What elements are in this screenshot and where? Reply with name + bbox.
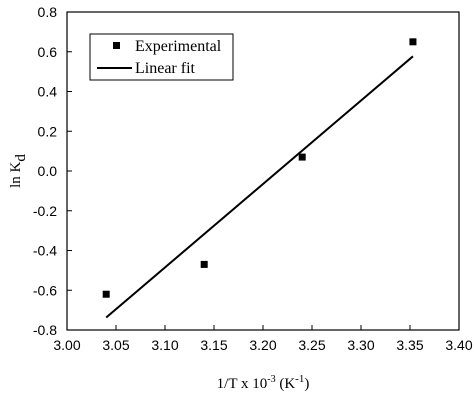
x-axis-title-exponent: -3 (267, 374, 275, 385)
experimental-point (200, 260, 208, 268)
x-axis-title-prefix: 1/T x 10 (217, 376, 268, 392)
x-tick-label: 3.05 (102, 337, 129, 353)
legend-label-experimental: Experimental (135, 38, 222, 55)
x-tick-label: 3.35 (396, 337, 423, 353)
x-axis-title-unit-exponent: -1 (295, 373, 304, 385)
x-tick-label: 3.40 (445, 337, 472, 353)
y-tick-label: 0.0 (38, 163, 58, 179)
y-axis-title-subscript: d (13, 154, 29, 162)
y-tick-label: -0.6 (33, 282, 57, 298)
x-tick-label: 3.10 (151, 337, 178, 353)
y-tick-label: 0.8 (38, 4, 58, 20)
x-tick-label: 3.25 (298, 337, 325, 353)
x-tick-label: 3.20 (249, 337, 276, 353)
x-axis-title-unit-open: (K (276, 376, 296, 392)
legend-label-linear-fit: Linear fit (135, 60, 196, 77)
legend-box (89, 33, 234, 81)
y-axis-title-base: ln K (8, 161, 24, 187)
experimental-point (102, 290, 110, 298)
y-axis-title: ln Kd (8, 154, 29, 188)
y-tick-label: 0.2 (38, 123, 58, 139)
legend-marker-experimental (113, 42, 120, 49)
y-tick-label: -0.8 (33, 322, 57, 338)
x-tick-label: 3.30 (347, 337, 374, 353)
y-tick-label: -0.4 (33, 243, 57, 259)
x-tick-label: 3.15 (200, 337, 227, 353)
y-tick-label: -0.2 (33, 203, 57, 219)
experimental-point (298, 153, 306, 161)
y-tick-label: 0.6 (38, 44, 58, 60)
legend: Experimental Linear fit (89, 33, 234, 81)
experimental-point (409, 38, 417, 46)
y-tick-label: 0.4 (38, 84, 58, 100)
axis-ticks: 3.00 3.05 3.10 3.15 3.20 3.25 3.30 3.35 3.40 -0.8… (33, 4, 473, 353)
x-axis-title-unit-close: ) (304, 376, 309, 392)
data-layer (102, 38, 417, 319)
x-tick-label: 3.00 (53, 337, 80, 353)
linear-fit-line (105, 55, 414, 319)
x-axis-title: 1/T x 10-3 (K-1) (217, 373, 310, 392)
